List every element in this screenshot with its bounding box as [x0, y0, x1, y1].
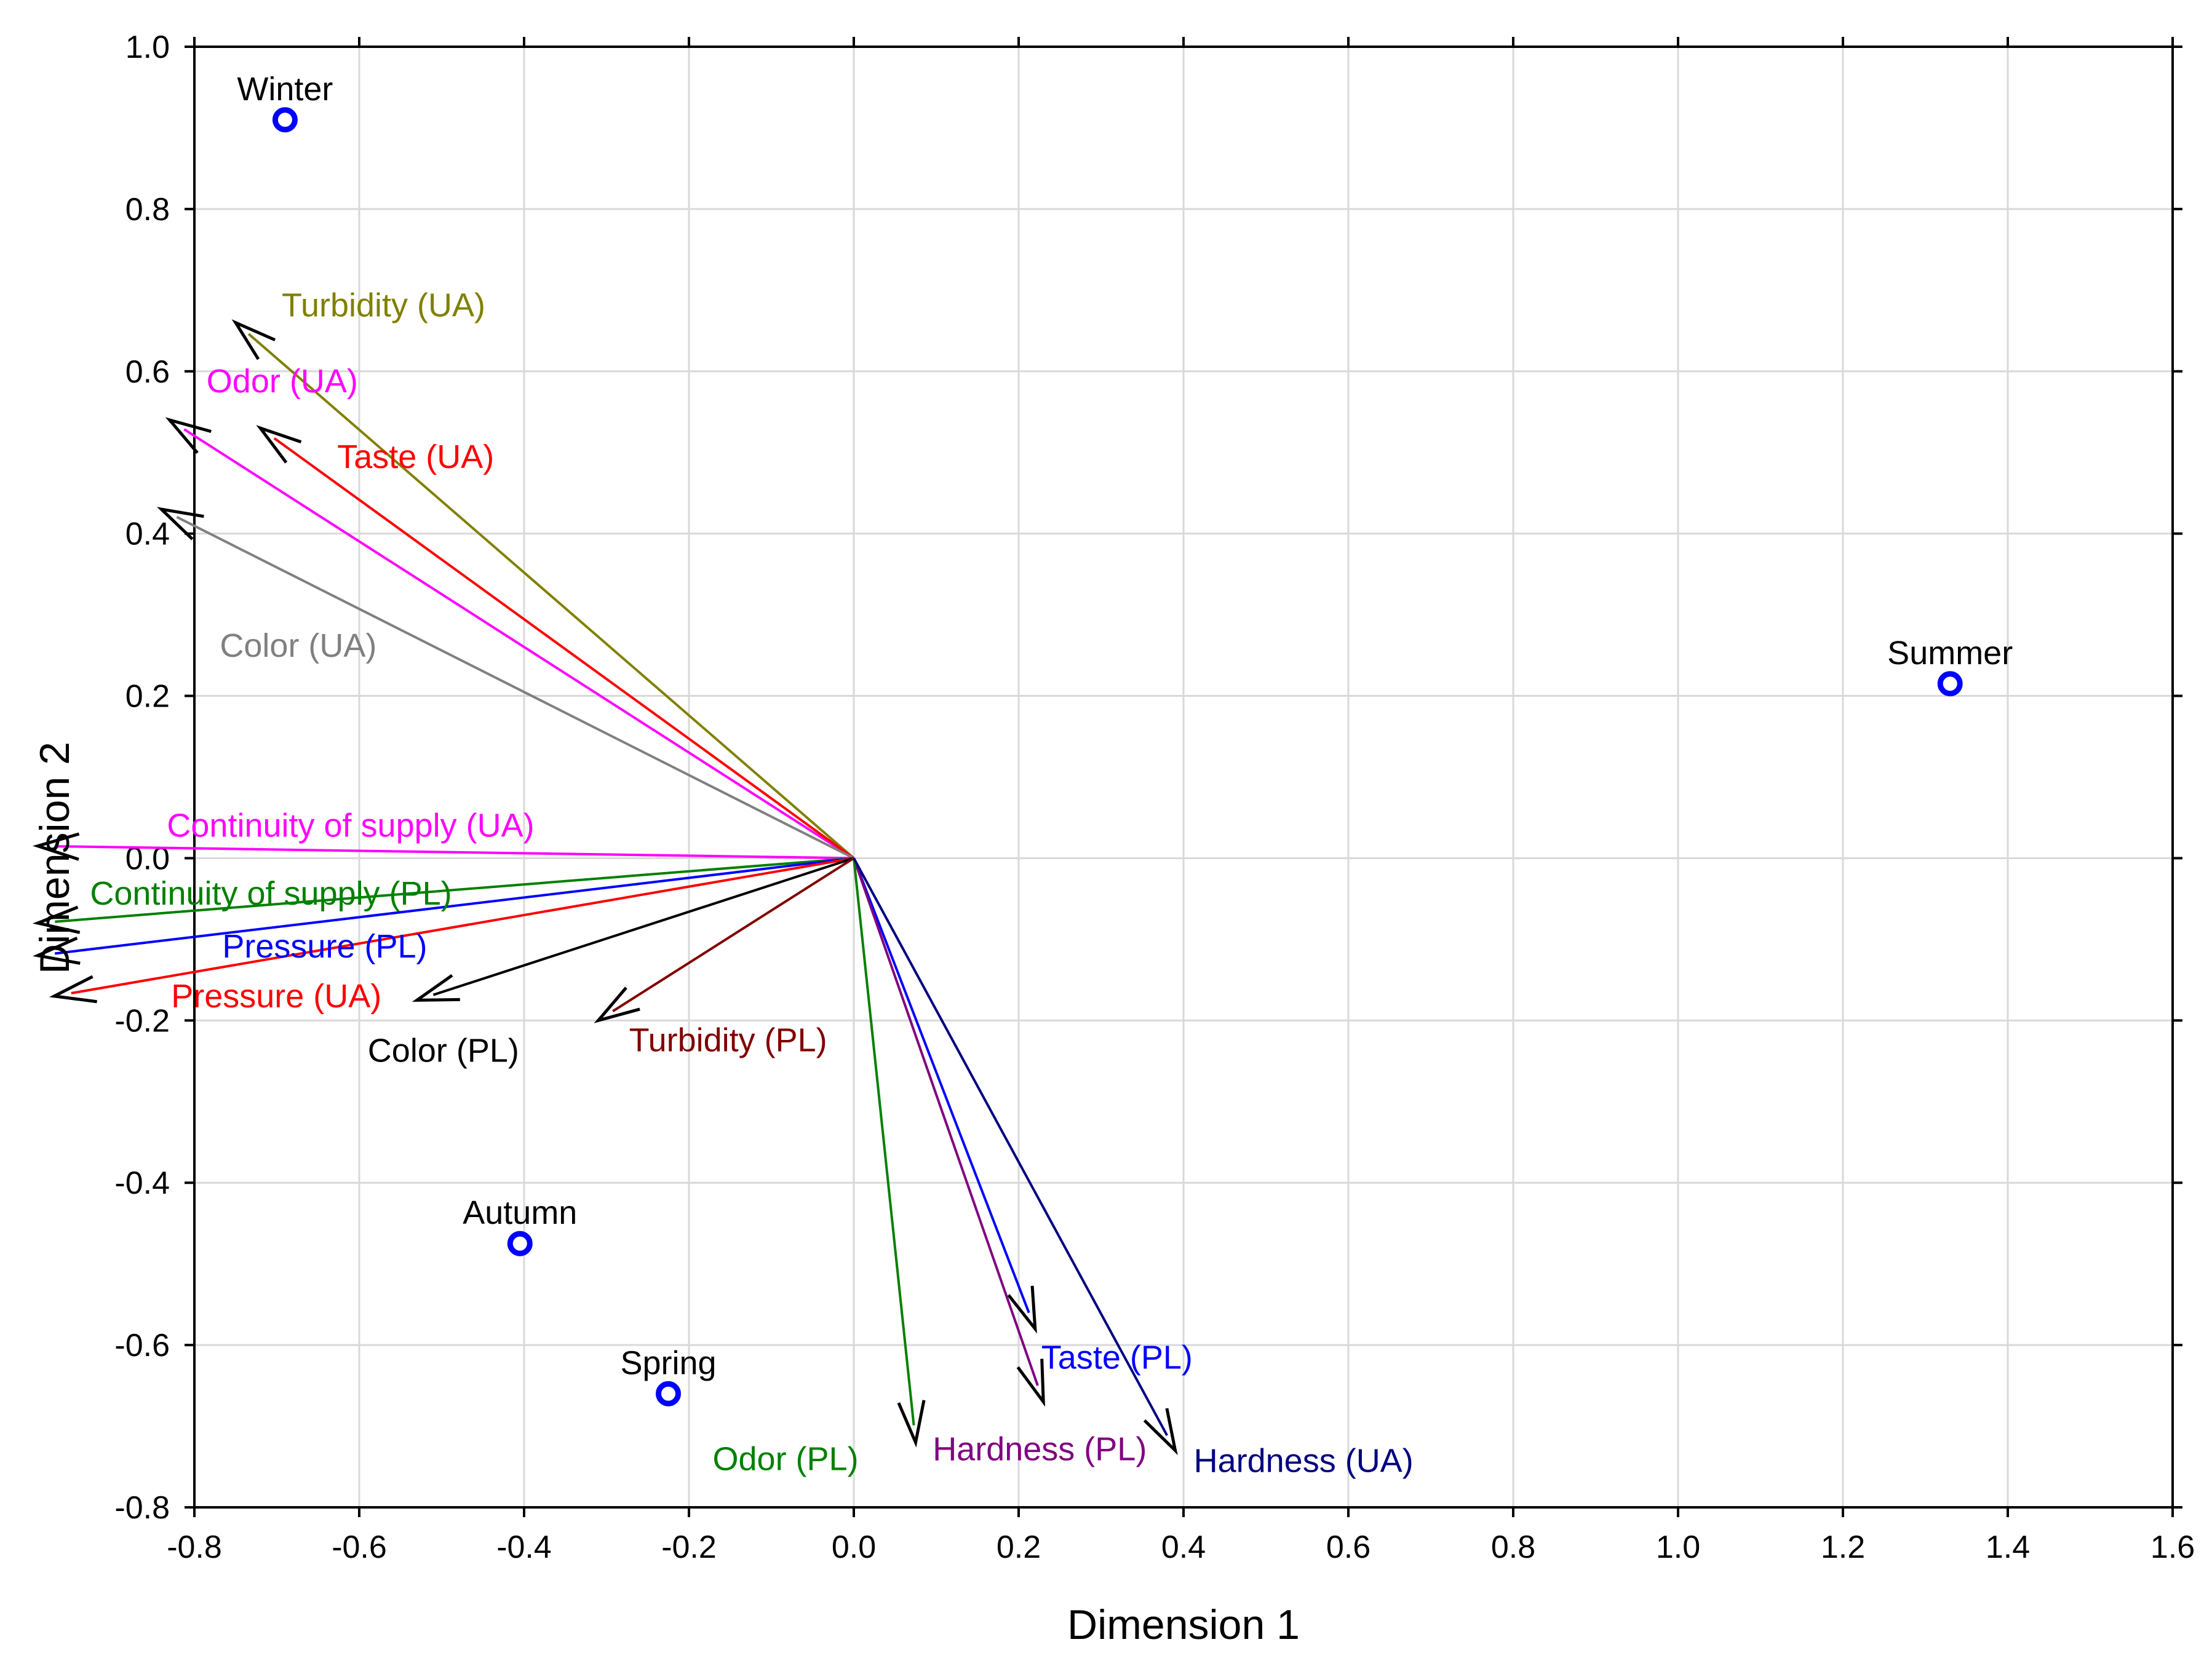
point-labels: Turbidity (UA) Odor (UA) Taste (UA) Color (…	[90, 71, 2013, 1480]
vector-line	[612, 857, 855, 1013]
loading-vectors	[32, 319, 1178, 1456]
vector-label: Odor (UA)	[207, 363, 358, 400]
vector-line	[183, 428, 855, 860]
vector-label: Hardness (UA)	[1194, 1443, 1414, 1480]
vector-label: Turbidity (PL)	[629, 1021, 827, 1058]
x-tick-label: 0.6	[1326, 1529, 1371, 1565]
x-axis-title: Dimension 1	[1067, 1601, 1300, 1648]
vector-arrowhead	[897, 1400, 926, 1448]
x-tick-label: 1.0	[1656, 1529, 1700, 1565]
vector-label: Continuity of supply (PL)	[90, 875, 452, 912]
vector-line	[176, 515, 854, 860]
vector-arrowhead	[32, 832, 80, 861]
x-tick-label: -0.4	[496, 1529, 552, 1565]
vector-label: Pressure (UA)	[171, 978, 381, 1015]
vector-line	[247, 333, 855, 859]
season-point	[272, 107, 298, 133]
vector-label: Taste (PL)	[1041, 1339, 1193, 1376]
vector-line	[432, 857, 854, 996]
vector-arrowhead	[256, 425, 302, 464]
vector-line	[853, 857, 1030, 1314]
season-label: Winter	[237, 71, 333, 108]
y-tick-label: 0.8	[125, 192, 170, 228]
season-point	[656, 1381, 681, 1406]
vector-label: Continuity of supply (UA)	[167, 807, 534, 844]
vector-line	[853, 857, 1169, 1436]
vector-arrowhead	[412, 974, 460, 1002]
x-tick-label: 0.8	[1491, 1529, 1535, 1565]
vector-label: Taste (UA)	[337, 438, 494, 475]
y-axis-title: Dimension 2	[31, 742, 78, 974]
x-tick-label: 0.4	[1161, 1529, 1206, 1565]
vector-label: Turbidity (UA)	[282, 287, 485, 324]
season-point	[1937, 671, 1963, 697]
vector-arrowhead	[165, 417, 212, 454]
vector-line	[55, 857, 854, 923]
vector-line	[853, 858, 915, 1426]
x-tick-label: 1.2	[1821, 1529, 1865, 1565]
vector-arrowhead	[49, 975, 97, 1004]
vector-arrowhead	[1007, 1285, 1037, 1334]
vector-label: Hardness (PL)	[933, 1430, 1147, 1467]
vector-line	[55, 845, 854, 860]
x-tick-label: -0.8	[167, 1529, 222, 1565]
vector-arrowhead	[1016, 1359, 1045, 1407]
y-tick-label: 1.0	[125, 30, 170, 65]
y-tick-label: 0.2	[125, 679, 170, 715]
season-label: Summer	[1887, 635, 2013, 672]
vector-label: Color (PL)	[368, 1032, 519, 1069]
vector-line	[71, 857, 854, 994]
x-tick-label: -0.2	[661, 1529, 717, 1565]
grid-lines	[194, 47, 2173, 1507]
y-tick-label: 0.4	[125, 517, 170, 552]
vector-arrowhead	[231, 319, 276, 360]
x-tick-label: 1.6	[2150, 1529, 2195, 1565]
vector-label: Color (UA)	[220, 627, 376, 664]
axis-ticks: -0.8 -0.6 -0.4 -0.2 0.0 0.2 0.4 0.6 0.8 1.0 1.2 1.4…	[114, 30, 2195, 1565]
vector-label: Odor (PL)	[713, 1440, 859, 1477]
x-tick-label: 1.4	[1986, 1529, 2030, 1565]
vector-arrowhead	[156, 507, 204, 541]
vector-arrowhead	[594, 986, 640, 1023]
season-points	[272, 107, 1963, 1406]
vector-line	[273, 437, 855, 860]
x-tick-label: -0.6	[332, 1529, 387, 1565]
y-tick-label: -0.4	[114, 1165, 170, 1201]
vector-line	[853, 857, 1039, 1386]
x-tick-label: 0.2	[997, 1529, 1041, 1565]
vector-line	[54, 857, 854, 955]
season-point	[507, 1231, 533, 1256]
vector-arrowhead	[32, 937, 81, 965]
season-label: Autumn	[463, 1194, 577, 1231]
y-tick-label: 0.6	[125, 354, 170, 390]
vector-arrowhead	[1143, 1408, 1178, 1456]
vector-arrowhead	[32, 905, 81, 934]
y-tick-label: -0.6	[114, 1328, 170, 1363]
y-tick-label: -0.2	[114, 1003, 170, 1039]
x-tick-label: 0.0	[832, 1529, 876, 1565]
vector-label: Pressure (PL)	[222, 928, 427, 965]
season-label: Spring	[620, 1344, 716, 1381]
y-tick-label: -0.8	[114, 1490, 170, 1526]
